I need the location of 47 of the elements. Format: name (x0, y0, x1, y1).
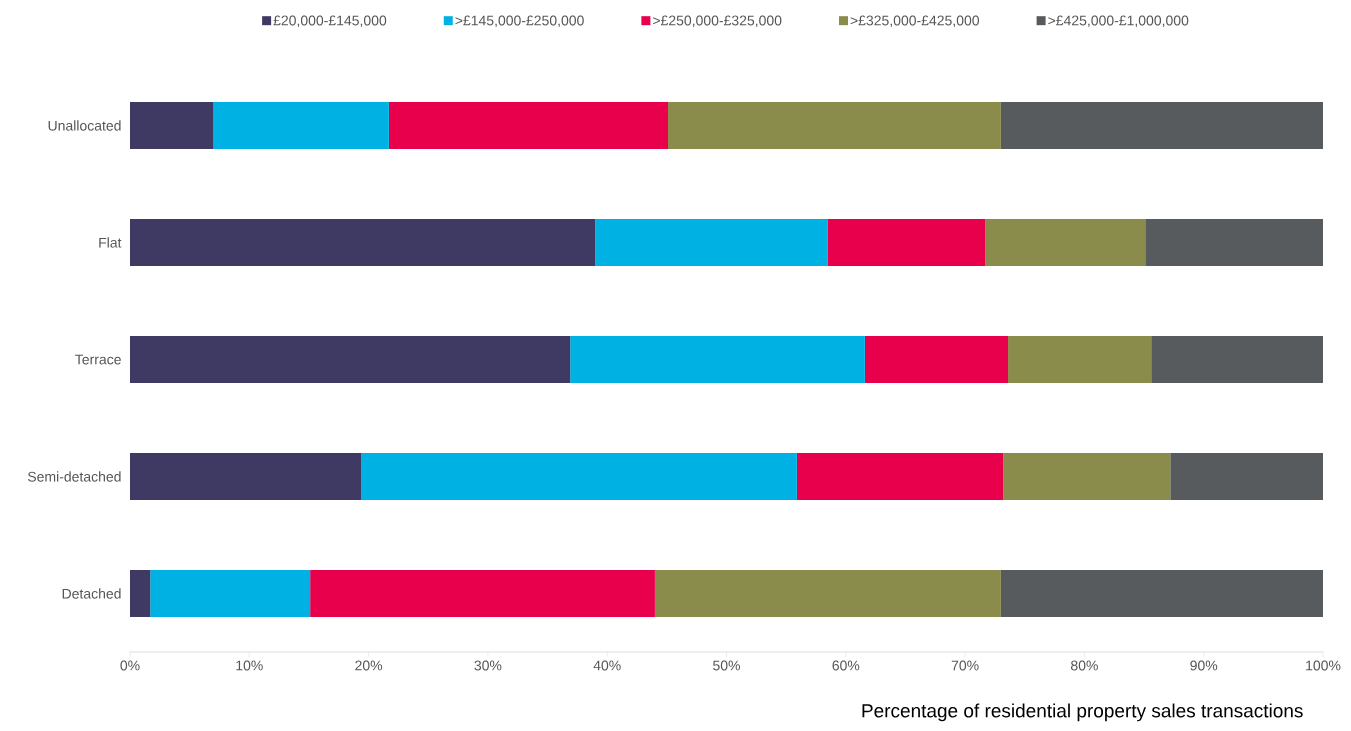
bar (1170, 453, 1323, 501)
x-tick-label: 10% (236, 660, 263, 671)
bar (1003, 453, 1171, 501)
x-tick-label: 90% (1190, 660, 1218, 671)
bar (1151, 336, 1323, 384)
bar (150, 570, 311, 618)
legend-label: >£250,000-£325,000 (653, 15, 782, 28)
bar (827, 219, 986, 267)
legend-label: >£425,000-£1,000,000 (1048, 15, 1189, 28)
y-tick-label: Unallocated (48, 120, 121, 131)
bar (668, 102, 1001, 149)
y-tick-label: Flat (99, 237, 122, 248)
bar (130, 570, 151, 618)
x-tick-label: 0% (120, 660, 140, 671)
x-axis-title: Percentage of residential property sales transactions (862, 703, 1303, 722)
x-tick-label: 70% (951, 660, 979, 671)
bar (595, 219, 828, 267)
bar (864, 336, 1009, 384)
bar (130, 219, 596, 267)
x-tick-label: 40% (593, 660, 621, 671)
legend-label: >£325,000-£425,000 (850, 15, 980, 28)
bar (1008, 336, 1152, 384)
bar (130, 336, 571, 384)
x-tick-label: 50% (713, 660, 741, 671)
x-tick-label: 80% (1071, 660, 1098, 671)
x-tick-label: 60% (832, 660, 860, 671)
y-tick-label: Terrace (75, 354, 121, 365)
bar (310, 570, 655, 618)
bar (570, 336, 865, 384)
bar (1000, 102, 1323, 149)
bar (388, 102, 669, 149)
bar (1000, 570, 1323, 618)
legend-label: £20,000-£145,000 (273, 15, 387, 28)
x-tick-label: 100% (1306, 660, 1341, 671)
legend-label: >£145,000-£250,000 (455, 15, 584, 28)
bar (985, 219, 1146, 267)
x-tick-label: 20% (355, 660, 383, 671)
y-tick-label: Semi-detached (27, 471, 121, 482)
bar (1145, 219, 1323, 267)
bar (361, 453, 797, 501)
bar (130, 453, 362, 501)
bar (796, 453, 1004, 501)
bar (130, 102, 214, 149)
bar (654, 570, 1001, 618)
x-tick-label: 30% (474, 660, 502, 671)
y-tick-label: Detached (62, 588, 121, 599)
bar (213, 102, 389, 149)
